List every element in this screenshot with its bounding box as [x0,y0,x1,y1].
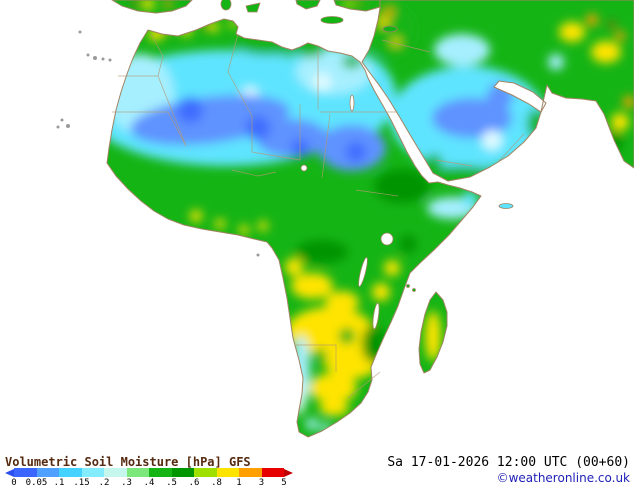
legend-ticks: 0 0.05 .1 .15 .2 .3 .4 .5 .6 .8 1 3 5 [5,478,305,488]
legend-colorbar [14,468,284,477]
weather-map [56,0,634,438]
country-borders [112,33,525,399]
map-title: Volumetric Soil Moisture [hPa] GFS [5,455,251,469]
legend: 0 0.05 .1 .15 .2 .3 .4 .5 .6 .8 1 3 5 [5,468,305,488]
legend-left-arrow [5,468,14,477]
footer: Volumetric Soil Moisture [hPa] GFS Sa 17… [0,455,634,490]
legend-segment [81,468,104,477]
legend-right-arrow [284,468,293,477]
legend-tick-label: .4 [143,478,155,488]
legend-segment [171,468,194,477]
legend-segment [149,468,172,477]
legend-segment [216,468,239,477]
legend-tick-label: 0.05 [25,478,48,488]
legend-segment [36,468,59,477]
small-islands [56,30,260,257]
legend-tick-label: .1 [53,478,65,488]
legend-segment [14,468,37,477]
legend-segment [126,468,149,477]
legend-tick-label: .2 [98,478,110,488]
map-datetime: Sa 17-01-2026 12:00 UTC (00+60) [387,455,630,470]
legend-segment [194,468,217,477]
legend-tick-label: .5 [166,478,177,488]
legend-segment [261,468,284,477]
legend-tick-label: .3 [121,478,132,488]
legend-tick-label: 0 [11,478,17,488]
legend-segment [239,468,262,477]
legend-tick-label: 5 [281,478,287,488]
legend-tick-label: .6 [188,478,200,488]
legend-bar-row [5,468,305,477]
map-area [56,0,634,438]
lakes [300,94,394,330]
legend-tick-label: 3 [258,478,265,488]
legend-segment [59,468,82,477]
colored-islands [220,0,514,292]
legend-segment [104,468,127,477]
legend-tick-label: .15 [73,478,90,488]
persian-gulf [493,80,547,113]
legend-tick-label: .8 [211,478,222,488]
legend-tick-label: 1 [236,478,242,488]
copyright-link[interactable]: ©weatheronline.co.uk [496,471,630,485]
